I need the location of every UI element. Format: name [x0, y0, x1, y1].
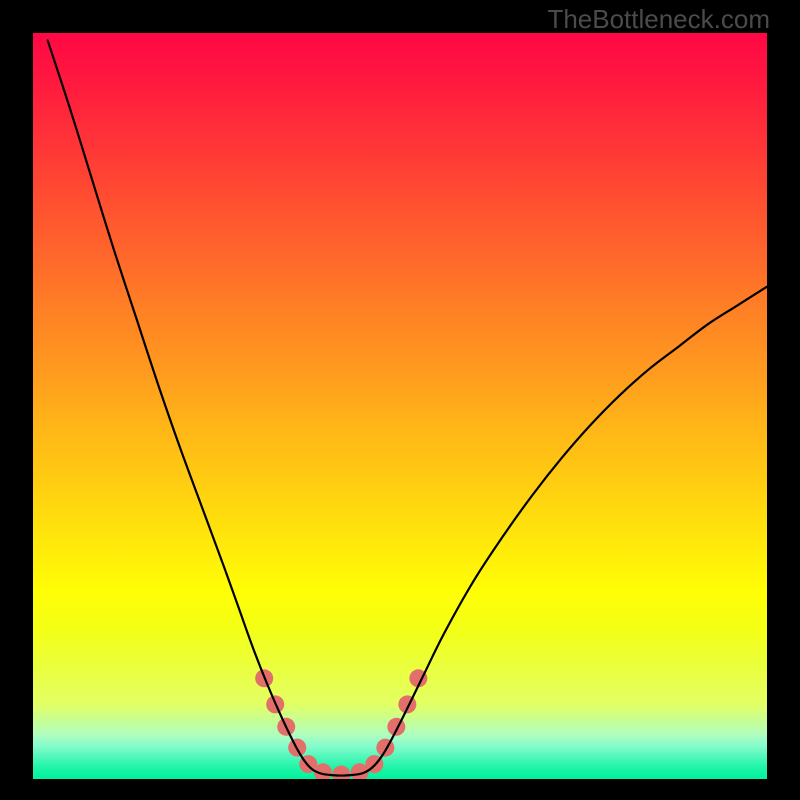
- chart-canvas: TheBottleneck.com: [0, 0, 800, 800]
- watermark-text: TheBottleneck.com: [547, 4, 770, 35]
- plot-area: [33, 33, 767, 779]
